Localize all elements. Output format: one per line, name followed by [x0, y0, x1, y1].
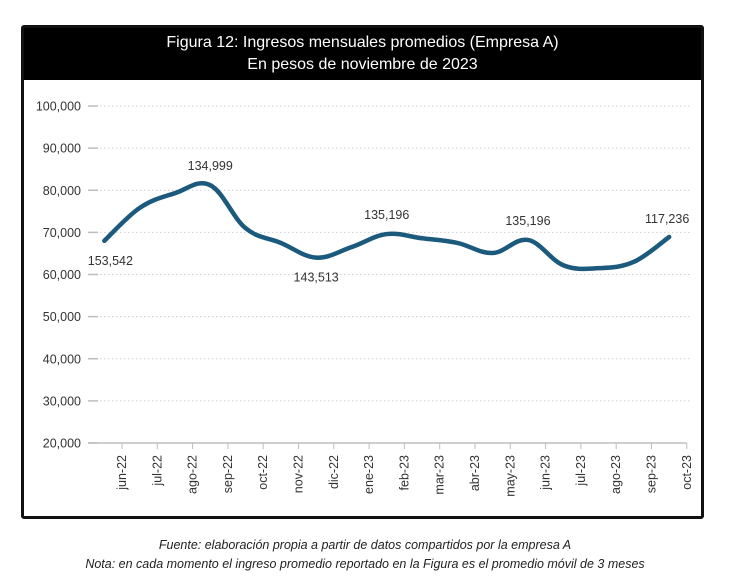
- x-tick-label: jun-22: [115, 455, 129, 491]
- x-tick-label: oct-22: [256, 455, 270, 490]
- y-tick-label: 60,000: [43, 268, 81, 282]
- source-caption: Fuente: elaboración propia a partir de d…: [158, 538, 572, 552]
- x-tick-label: feb-23: [397, 455, 411, 490]
- figure-title: Figura 12: Ingresos mensuales promedios …: [166, 34, 559, 51]
- x-tick-label: dic-22: [327, 455, 341, 489]
- y-tick-label: 20,000: [43, 437, 81, 451]
- data-label: 153,542: [88, 254, 133, 268]
- x-tick-label: oct-23: [680, 455, 694, 490]
- note-caption: Nota: en cada momento el ingreso promedi…: [85, 557, 645, 571]
- x-axis: jun-22 jul-22 ago-22 sep-22 oct-22 nov-22 dic-…: [88, 442, 694, 497]
- x-tick-label: abr-23: [468, 455, 482, 491]
- y-tick-label: 100,000: [36, 100, 81, 114]
- x-tick-label: nov-22: [292, 455, 306, 493]
- data-label: 134,999: [188, 159, 233, 173]
- figure-subtitle: En pesos de noviembre de 2023: [247, 56, 478, 73]
- x-tick-label: ago-22: [186, 455, 200, 494]
- x-tick-label: jul-23: [574, 455, 588, 487]
- x-tick-label: sep-23: [645, 455, 659, 493]
- grid-lines: [100, 105, 690, 402]
- data-labels: 153,542 134,999 143,513 135,196 135,196 117,2…: [88, 159, 690, 284]
- data-label: 117,236: [645, 212, 689, 226]
- y-tick-label: 30,000: [43, 394, 81, 408]
- series-line-layer: [102, 180, 672, 272]
- y-axis: 20,000 30,000 40,000 50,000 60,000 70,000 80,0…: [36, 100, 98, 451]
- x-tick-label: jun-23: [539, 455, 553, 491]
- figure-title-bar: Figura 12: Ingresos mensuales promedios …: [24, 28, 701, 80]
- x-tick-label: may-23: [503, 455, 517, 497]
- y-tick-label: 70,000: [43, 226, 81, 240]
- data-label: 135,196: [364, 208, 409, 222]
- x-tick-label: mar-23: [433, 455, 447, 495]
- figure-frame: Figura 12: Ingresos mensuales promedios …: [21, 25, 704, 519]
- data-label: 135,196: [505, 214, 550, 228]
- x-tick-label: ene-23: [362, 455, 376, 494]
- y-tick-label: 50,000: [43, 310, 81, 324]
- y-tick-label: 40,000: [43, 352, 81, 366]
- y-tick-label: 80,000: [43, 184, 81, 198]
- x-tick-label: jul-22: [150, 455, 164, 487]
- series-line-ingreso: [102, 180, 672, 272]
- data-label: 143,513: [294, 271, 339, 285]
- y-tick-label: 90,000: [43, 142, 81, 156]
- x-tick-label: ago-23: [609, 455, 623, 494]
- x-tick-label: sep-22: [221, 455, 235, 493]
